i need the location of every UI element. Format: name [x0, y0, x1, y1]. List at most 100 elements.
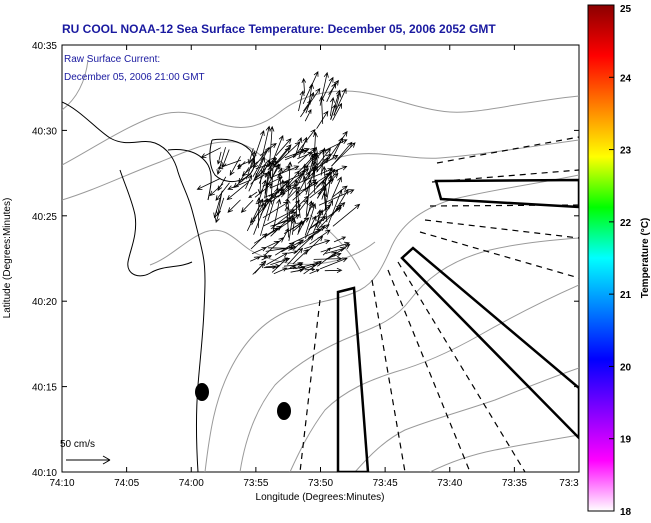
current-vector — [196, 178, 221, 190]
current-vector — [271, 134, 284, 164]
current-vector — [233, 173, 252, 188]
annotation-line-2-text: December 05, 2006 21:00 GMT — [64, 72, 205, 83]
current-vector — [285, 198, 291, 220]
current-vector — [263, 182, 269, 209]
current-vector — [291, 218, 297, 235]
current-vector — [227, 179, 252, 190]
current-vector — [322, 247, 331, 256]
x-axis-label: Longitude (Degrees:Minutes) — [256, 492, 385, 503]
colorbar-tick-label: 21 — [620, 290, 632, 301]
x-axis-ticks: 74:10 74:05 74:00 73:55 73:50 73:45 73:40 73:35… — [49, 45, 580, 489]
current-vector — [320, 147, 327, 176]
current-vector — [257, 173, 263, 195]
figure-title: RU COOL NOAA-12 Sea Surface Temperature:… — [62, 22, 496, 36]
current-vector — [332, 203, 361, 227]
current-vector — [297, 264, 316, 272]
current-vector — [301, 77, 307, 94]
current-vector — [302, 70, 319, 104]
x-tick-label: 73:50 — [308, 478, 333, 489]
colorbar-tick-label: 23 — [620, 146, 632, 157]
current-vector — [292, 241, 302, 251]
current-vector — [312, 164, 318, 182]
current-vector — [262, 176, 283, 187]
current-vector — [266, 163, 281, 187]
current-vector — [261, 255, 273, 261]
bathymetry-contours — [62, 59, 579, 472]
colorbar-tick-label: 20 — [620, 362, 632, 373]
colorbar — [587, 4, 615, 512]
current-vector — [229, 156, 241, 176]
current-vector — [255, 160, 279, 170]
current-vector — [267, 187, 279, 222]
current-vector — [289, 229, 322, 245]
current-vector — [298, 199, 309, 212]
x-tick-label: 73:40 — [437, 478, 462, 489]
scale-arrow — [66, 455, 111, 465]
current-vector — [297, 195, 309, 207]
current-vector — [292, 179, 317, 201]
current-vector — [254, 260, 267, 274]
x-tick-label: 73:3 — [559, 478, 579, 489]
y-tick-label: 40:15 — [32, 383, 57, 394]
current-vector — [250, 232, 268, 250]
current-vector — [261, 162, 267, 175]
current-vector — [255, 164, 266, 179]
current-vector — [289, 199, 300, 213]
current-vector — [250, 130, 265, 168]
colorbar-label: Temperature (°C) — [640, 218, 651, 299]
current-vector — [260, 198, 273, 236]
current-vector — [311, 139, 348, 158]
current-vector — [252, 150, 268, 169]
current-vector — [245, 174, 253, 190]
current-vector — [304, 108, 312, 122]
current-vector — [264, 170, 271, 194]
current-vector — [264, 188, 285, 198]
current-vector — [324, 267, 343, 273]
current-vector — [215, 197, 225, 224]
current-vector — [309, 269, 320, 274]
current-vector — [287, 161, 293, 199]
current-vector — [298, 171, 310, 193]
current-vector — [331, 142, 356, 167]
current-vector — [200, 147, 221, 158]
current-vector — [209, 183, 224, 197]
current-vector — [333, 236, 347, 243]
current-vector — [304, 235, 324, 255]
current-vector — [298, 90, 305, 112]
current-vector — [321, 76, 334, 102]
current-vector — [273, 267, 288, 275]
current-vector — [265, 244, 297, 252]
y-tick-label: 40:25 — [32, 212, 57, 223]
current-vector — [266, 252, 288, 265]
current-vector — [325, 130, 348, 163]
current-vector — [274, 141, 301, 166]
current-vector — [236, 161, 249, 167]
current-vector — [326, 82, 336, 102]
current-vector — [308, 146, 318, 176]
colorbar-tick-label: 24 — [620, 73, 632, 84]
current-vector — [283, 262, 304, 268]
current-vector — [329, 96, 335, 117]
current-vector — [264, 165, 273, 199]
current-vector — [252, 146, 270, 178]
current-vector — [312, 209, 324, 234]
current-vector — [316, 251, 338, 267]
current-vector — [332, 102, 343, 121]
current-vector — [265, 263, 281, 269]
current-vector — [248, 191, 258, 199]
current-vector — [227, 199, 241, 213]
current-vector — [294, 137, 303, 158]
current-vector — [240, 199, 254, 213]
x-tick-label: 73:35 — [502, 478, 527, 489]
current-vector — [221, 149, 230, 169]
x-tick-label: 74:00 — [179, 478, 204, 489]
y-axis-ticks: 40:35 40:30 40:25 40:20 40:15 40:10 — [32, 41, 579, 479]
map-layer — [62, 59, 579, 472]
current-vector — [213, 190, 223, 219]
current-vector — [315, 147, 331, 168]
radar-site-1 — [195, 383, 209, 401]
colorbar-tick-label: 22 — [620, 218, 632, 229]
current-vector — [226, 181, 249, 201]
